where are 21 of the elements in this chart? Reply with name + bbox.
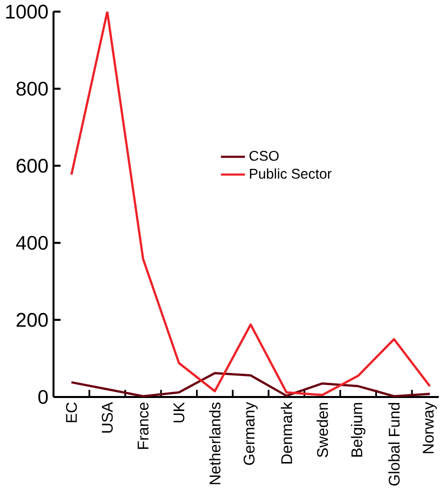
line-series	[70, 12, 431, 396]
x-tick-label: Netherlands	[208, 402, 220, 484]
x-tick-label: Norway	[422, 402, 437, 454]
x-tick-label: Global Fund	[388, 402, 400, 486]
y-tick-label: 800	[16, 82, 48, 96]
y-tick-label: 0	[38, 390, 48, 404]
legend-label: Public Sector	[250, 168, 332, 179]
y-tick-label: 1000	[6, 4, 48, 19]
y-tick-label: 400	[16, 236, 48, 250]
x-tick-label: Germany	[243, 402, 258, 465]
legend-label: CSO	[249, 150, 278, 161]
x-tick-label: UK	[173, 402, 184, 422]
x-tick-label: Sweden	[316, 402, 328, 458]
x-tick-label: USA	[102, 402, 113, 433]
y-tick-label: 200	[16, 312, 48, 327]
x-tick-label: France	[137, 402, 148, 449]
x-tick-label: EC	[66, 402, 77, 422]
x-tick-label: Denmark	[280, 402, 292, 464]
y-tick-label: 600	[16, 158, 48, 173]
line-series	[70, 372, 431, 397]
x-tick-label: Belgium	[350, 402, 366, 457]
